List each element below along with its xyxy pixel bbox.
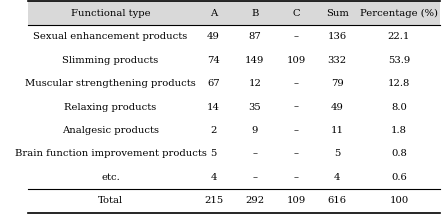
Text: 87: 87 (248, 32, 261, 41)
Text: 5: 5 (211, 149, 217, 158)
Text: 14: 14 (207, 103, 220, 111)
Text: 4: 4 (211, 173, 217, 182)
Text: 22.1: 22.1 (388, 32, 410, 41)
Text: Analgesic products: Analgesic products (62, 126, 159, 135)
Text: A: A (210, 9, 217, 18)
Text: 215: 215 (204, 196, 223, 205)
Text: –: – (293, 126, 298, 135)
Text: 616: 616 (328, 196, 347, 205)
Text: –: – (293, 79, 298, 88)
Text: Total: Total (98, 196, 123, 205)
Text: –: – (293, 149, 298, 158)
Text: 0.6: 0.6 (391, 173, 407, 182)
Text: –: – (293, 32, 298, 41)
Text: –: – (293, 103, 298, 111)
Text: 2: 2 (211, 126, 217, 135)
Text: 12: 12 (248, 79, 261, 88)
Text: 67: 67 (207, 79, 220, 88)
Text: 5: 5 (334, 149, 340, 158)
Text: etc.: etc. (101, 173, 120, 182)
Text: Sum: Sum (326, 9, 349, 18)
Text: 12.8: 12.8 (388, 79, 410, 88)
Text: Relaxing products: Relaxing products (65, 103, 157, 111)
Text: 0.8: 0.8 (391, 149, 407, 158)
Text: –: – (293, 173, 298, 182)
Text: C: C (292, 9, 300, 18)
Text: 332: 332 (328, 56, 347, 65)
Text: –: – (252, 149, 257, 158)
Text: Brain function improvement products: Brain function improvement products (15, 149, 206, 158)
Text: 4: 4 (334, 173, 340, 182)
Bar (28, 1, 440, 25)
Text: 292: 292 (245, 196, 264, 205)
Text: 53.9: 53.9 (388, 56, 410, 65)
Text: 9: 9 (252, 126, 258, 135)
Text: Slimming products: Slimming products (62, 56, 159, 65)
Text: 8.0: 8.0 (391, 103, 407, 111)
Text: 109: 109 (286, 56, 306, 65)
Text: 100: 100 (389, 196, 409, 205)
Text: Functional type: Functional type (71, 9, 150, 18)
Text: 35: 35 (248, 103, 261, 111)
Text: 1.8: 1.8 (391, 126, 407, 135)
Text: 79: 79 (331, 79, 343, 88)
Text: 74: 74 (207, 56, 220, 65)
Text: 149: 149 (245, 56, 264, 65)
Text: 49: 49 (331, 103, 343, 111)
Text: B: B (251, 9, 259, 18)
Text: 49: 49 (207, 32, 220, 41)
Text: 109: 109 (286, 196, 306, 205)
Text: Percentage (%): Percentage (%) (360, 9, 438, 18)
Text: Sexual enhancement products: Sexual enhancement products (33, 32, 188, 41)
Text: 11: 11 (330, 126, 344, 135)
Text: 136: 136 (328, 32, 347, 41)
Text: –: – (252, 173, 257, 182)
Text: Muscular strengthening products: Muscular strengthening products (25, 79, 196, 88)
